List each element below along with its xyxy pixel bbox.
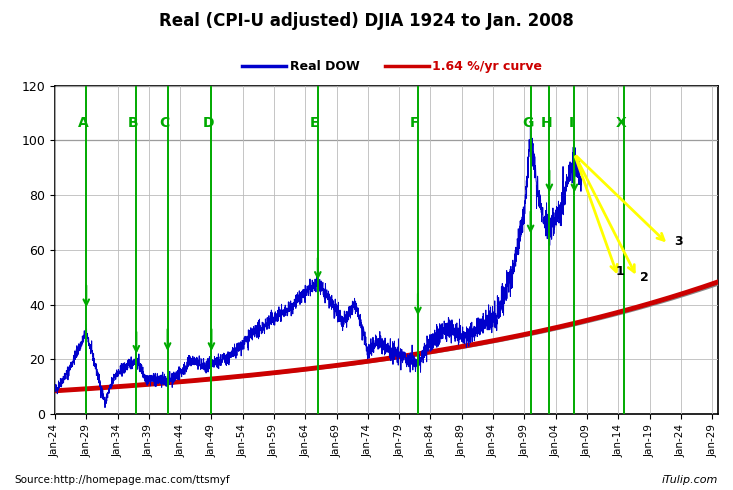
Text: iTulip.com: iTulip.com xyxy=(662,475,718,485)
Text: X: X xyxy=(616,116,627,130)
Text: D: D xyxy=(202,116,214,130)
Text: 3: 3 xyxy=(674,235,683,248)
Text: 1: 1 xyxy=(615,265,624,278)
Text: G: G xyxy=(522,116,533,130)
Text: E: E xyxy=(310,116,320,130)
Text: 2: 2 xyxy=(640,271,649,284)
Text: I: I xyxy=(569,116,574,130)
Text: A: A xyxy=(78,116,89,130)
Text: Source:http://homepage.mac.com/ttsmyf: Source:http://homepage.mac.com/ttsmyf xyxy=(15,475,230,485)
Text: Real DOW: Real DOW xyxy=(290,60,359,73)
Text: Real (CPI-U adjusted) DJIA 1924 to Jan. 2008: Real (CPI-U adjusted) DJIA 1924 to Jan. … xyxy=(159,12,574,30)
Text: B: B xyxy=(128,116,139,130)
Text: C: C xyxy=(159,116,169,130)
Text: 1.64 %/yr curve: 1.64 %/yr curve xyxy=(432,60,542,73)
Text: H: H xyxy=(540,116,552,130)
Text: F: F xyxy=(410,116,419,130)
